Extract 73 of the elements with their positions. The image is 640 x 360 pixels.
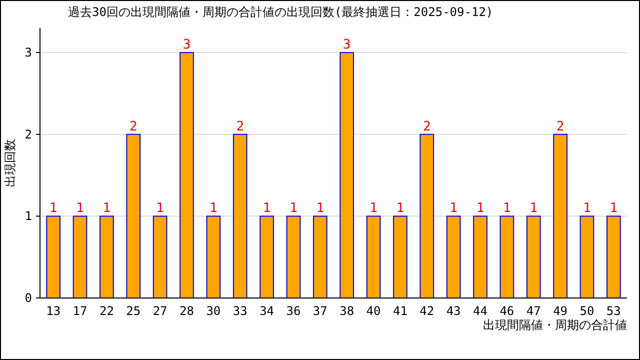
bar — [312, 216, 328, 298]
data-label: 2 — [556, 119, 564, 134]
data-label: 1 — [396, 201, 404, 216]
x-tick-label: 34 — [260, 304, 274, 318]
bar — [152, 216, 168, 298]
bar — [232, 134, 248, 298]
data-label: 1 — [316, 201, 324, 216]
x-tick-label: 41 — [392, 304, 408, 318]
bar — [526, 216, 541, 298]
x-tick-label: 40 — [366, 304, 381, 318]
bar — [446, 216, 461, 298]
data-label: 2 — [236, 119, 244, 134]
x-tick-label: 42 — [420, 304, 434, 318]
x-axis-title: 出現間隔値・周期の合計値 — [483, 318, 627, 332]
x-tick-label: 38 — [340, 304, 354, 318]
y-tick-label: 2 — [24, 127, 32, 142]
data-label: 2 — [129, 119, 138, 134]
bar — [553, 134, 568, 298]
x-tick-label: 30 — [206, 304, 221, 318]
x-tick-label: 28 — [180, 304, 194, 318]
bar — [473, 216, 488, 298]
x-tick-label: 50 — [580, 304, 594, 318]
bar — [206, 216, 221, 298]
data-label: 1 — [610, 201, 618, 216]
bar — [100, 216, 114, 298]
x-tick-label: 25 — [126, 304, 141, 318]
data-label: 1 — [102, 201, 111, 216]
y-axis-title: 出現回数 — [3, 139, 17, 187]
data-label: 1 — [370, 201, 378, 216]
y-tick-label: 3 — [24, 46, 32, 60]
data-label: 1 — [210, 201, 218, 216]
data-label: 3 — [342, 38, 351, 53]
data-label: 1 — [76, 201, 84, 216]
bar — [46, 216, 61, 298]
bar — [72, 216, 88, 298]
data-label: 1 — [290, 201, 298, 216]
data-label: 1 — [503, 201, 511, 216]
data-label: 3 — [182, 38, 191, 53]
bar — [606, 216, 621, 298]
x-tick-label: 36 — [286, 304, 301, 318]
bar — [366, 216, 381, 298]
x-tick-label: 27 — [152, 304, 168, 318]
data-label: 1 — [476, 201, 484, 216]
x-tick-label: 49 — [553, 304, 568, 318]
x-tick-label: 22 — [99, 304, 114, 318]
bar — [500, 216, 514, 298]
x-tick-label: 43 — [446, 304, 461, 318]
x-tick-label: 17 — [72, 304, 88, 318]
bar — [260, 216, 274, 298]
bar — [580, 216, 594, 298]
bar — [180, 52, 194, 298]
x-tick-label: 13 — [46, 304, 61, 318]
bar — [286, 216, 301, 298]
x-tick-label: 46 — [500, 304, 514, 318]
bar — [393, 216, 408, 298]
bar — [420, 134, 434, 298]
bar — [126, 134, 141, 298]
data-label: 1 — [583, 201, 591, 216]
x-tick-label: 53 — [606, 304, 621, 318]
x-tick-label: 44 — [473, 304, 488, 318]
data-label: 1 — [450, 201, 458, 216]
data-label: 2 — [422, 119, 431, 134]
x-tick-label: 37 — [312, 304, 328, 318]
data-label: 1 — [49, 201, 58, 216]
data-label: 1 — [530, 201, 538, 216]
x-tick-label: 47 — [526, 304, 541, 318]
bar — [340, 52, 354, 298]
data-label: 1 — [262, 201, 271, 216]
x-tick-label: 33 — [232, 304, 248, 318]
chart-title: 過去30回の出現間隔値・周期の合計値の出現回数(最終抽選日：2025-09-12) — [68, 5, 494, 19]
data-label: 1 — [156, 201, 164, 216]
y-tick-label: 0 — [24, 291, 32, 305]
y-tick-label: 1 — [24, 209, 32, 224]
